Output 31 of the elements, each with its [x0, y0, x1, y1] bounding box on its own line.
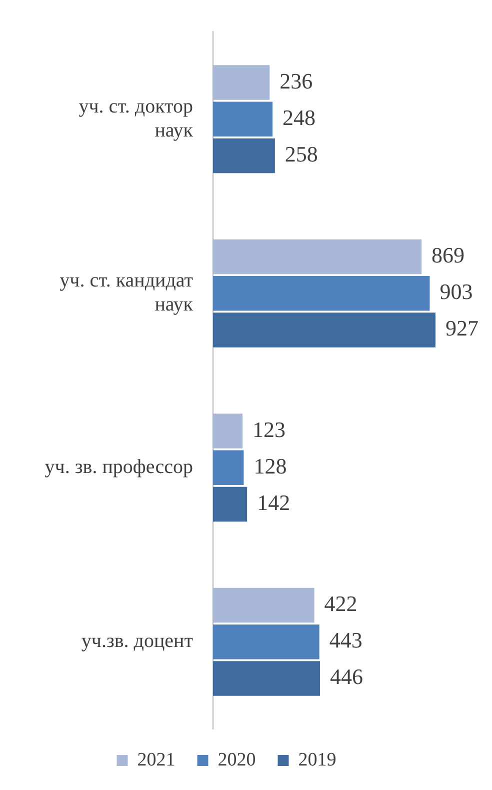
bar [213, 239, 422, 274]
bar [213, 588, 314, 623]
data-label: 446 [330, 664, 364, 690]
bar [213, 450, 244, 486]
data-label: 123 [252, 416, 286, 442]
legend-label: 2021 [137, 749, 176, 770]
data-label: 258 [284, 142, 318, 166]
bar [213, 414, 243, 448]
data-label: 248 [282, 104, 316, 130]
legend-label: 2020 [218, 749, 256, 770]
y-tick-label: уч. ст. доктор наук [78, 95, 194, 142]
bar [213, 102, 273, 137]
data-label: 236 [280, 68, 313, 94]
bar [213, 312, 436, 348]
bar [213, 486, 248, 522]
data-label: 422 [324, 591, 358, 616]
data-label: 869 [432, 242, 465, 268]
data-label: 142 [257, 490, 290, 515]
legend-label: 2019 [298, 749, 336, 770]
bar [213, 276, 430, 311]
bar [213, 661, 320, 696]
y-tick-label: уч.зв. доцент [81, 630, 194, 652]
data-label: 443 [329, 628, 362, 653]
bar [213, 138, 275, 174]
bar [213, 65, 270, 100]
y-tick-label: уч. ст. кандидат наук [60, 270, 194, 316]
data-label: 903 [440, 279, 473, 304]
data-label: 927 [445, 316, 478, 341]
bar [213, 624, 320, 660]
data-label: 128 [254, 453, 287, 478]
y-tick-label: уч. зв. профессор [44, 456, 193, 478]
